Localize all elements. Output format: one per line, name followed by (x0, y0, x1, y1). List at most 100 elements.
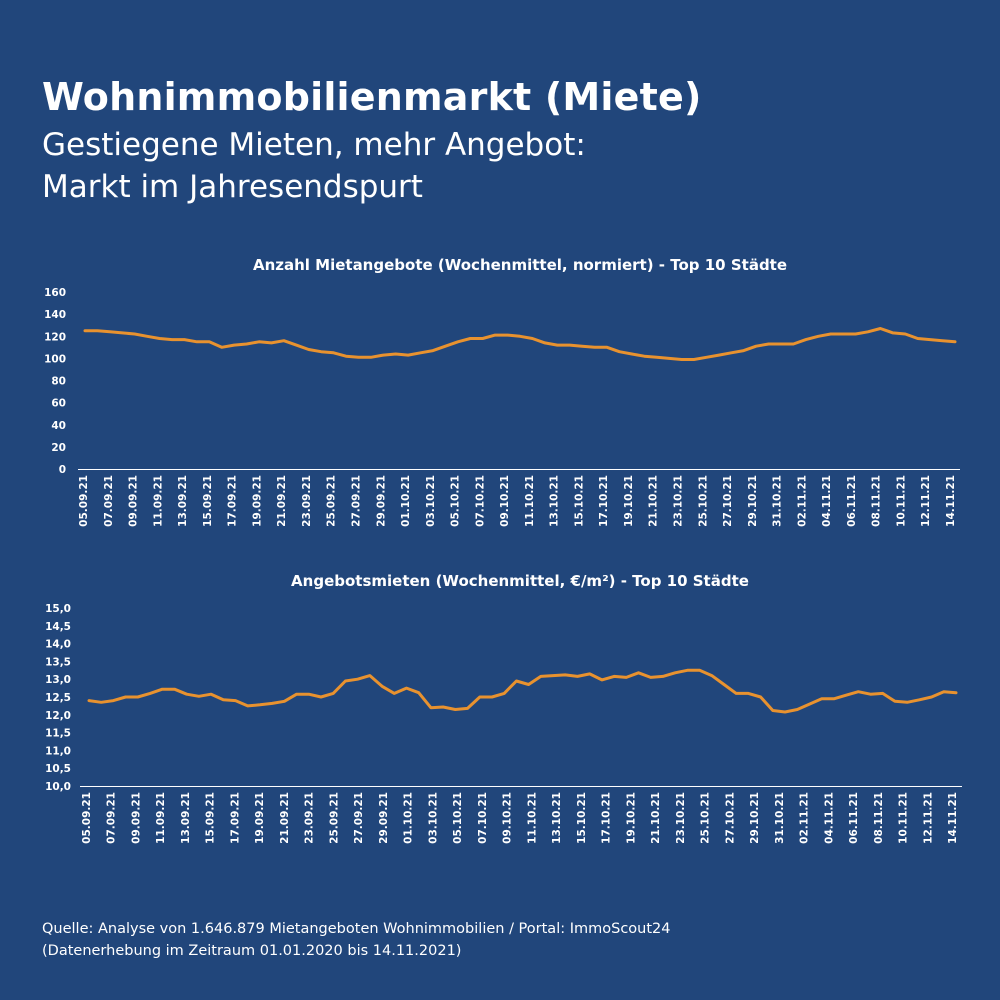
offers-x-tick-label: 11.09.21 (152, 475, 164, 527)
offers-x-tick-label: 07.09.21 (103, 475, 115, 527)
rents-x-tick-label: 23.09.21 (304, 792, 316, 844)
rents-x-tick-label: 04.11.21 (823, 792, 835, 844)
rents-x-tick-label: 25.09.21 (328, 792, 340, 844)
rents-x-tick-label: 11.09.21 (155, 792, 167, 844)
rents-x-tick-label: 06.11.21 (848, 792, 860, 844)
rents-x-tick-label: 09.09.21 (130, 792, 142, 844)
offers-x-tick-label: 10.11.21 (895, 475, 907, 527)
page-title: Wohnimmobilienmarkt (Miete) (42, 75, 702, 119)
offers-y-tick-label: 20 (51, 442, 66, 454)
offers-x-tick-label: 08.11.21 (871, 475, 883, 527)
rents-x-tick-label: 19.09.21 (254, 792, 266, 844)
rents-y-tick-label: 10,5 (45, 763, 71, 775)
rents-x-tick-label: 14.11.21 (947, 792, 959, 844)
rents-y-tick-label: 15,0 (45, 603, 71, 615)
offers-x-tick-label: 12.11.21 (920, 475, 932, 527)
rents-x-tick-label: 23.10.21 (675, 792, 687, 844)
rents-x-tick-label: 29.10.21 (749, 792, 761, 844)
rents-y-tick-label: 11,5 (45, 728, 71, 740)
rents-x-tick-label: 31.10.21 (774, 792, 786, 844)
offers-x-tick-label: 29.09.21 (375, 475, 387, 527)
rents-line-chart: 10,0 10,5 11,0 11,5 12,0 12,5 13,0 13,5 14,0 14,5… (45, 603, 962, 844)
rents-y-tick-label: 10,0 (45, 781, 71, 793)
offers-x-tick-label: 13.09.21 (177, 475, 189, 527)
rents-y-tick-label: 13,5 (45, 656, 71, 668)
rents-x-tick-label: 03.10.21 (427, 792, 439, 844)
offers-x-tick-label: 14.11.21 (945, 475, 957, 527)
rents-x-tick-label: 27.10.21 (724, 792, 736, 844)
offers-x-tick-label: 21.10.21 (648, 475, 660, 527)
offers-y-tick-label: 0 (59, 464, 66, 476)
rents-y-tick-label: 13,0 (45, 674, 71, 686)
rents-x-tick-label: 25.10.21 (700, 792, 712, 844)
offers-y-tick-label: 60 (51, 398, 66, 410)
offers-x-tick-label: 25.09.21 (326, 475, 338, 527)
rents-x-tick-label: 15.10.21 (576, 792, 588, 844)
offers-x-tick-label: 04.11.21 (821, 475, 833, 527)
offers-y-tick-label: 80 (51, 376, 66, 388)
offers-x-tick-label: 05.10.21 (450, 475, 462, 527)
rents-x-tick-label: 07.09.21 (106, 792, 118, 844)
rents-y-tick-label: 12,0 (45, 710, 71, 722)
rents-x-tick-label: 07.10.21 (477, 792, 489, 844)
subtitle-line-1: Gestiegene Mieten, mehr Angebot: (42, 127, 586, 163)
rents-x-tick-label: 09.10.21 (502, 792, 514, 844)
offers-x-tick-label: 31.10.21 (772, 475, 784, 527)
offers-x-tick-label: 25.10.21 (697, 475, 709, 527)
offers-x-tick-label: 05.09.21 (78, 475, 90, 527)
source-note: Quelle: Analyse von 1.646.879 Mietangebo… (42, 921, 671, 937)
offers-x-tick-label: 03.10.21 (425, 475, 437, 527)
offers-x-tick-label: 23.10.21 (673, 475, 685, 527)
rents-x-tick-label: 21.09.21 (279, 792, 291, 844)
rents-x-tick-label: 08.11.21 (873, 792, 885, 844)
offers-y-tick-label: 100 (44, 353, 66, 365)
offers-y-tick-label: 160 (44, 287, 66, 299)
offers-x-tick-label: 13.10.21 (549, 475, 561, 527)
offers-x-tick-label: 01.10.21 (400, 475, 412, 527)
rents-x-tick-label: 02.11.21 (799, 792, 811, 844)
rents-x-tick-label: 27.09.21 (353, 792, 365, 844)
offers-x-tick-label: 15.09.21 (202, 475, 214, 527)
rents-x-tick-label: 01.10.21 (403, 792, 415, 844)
offers-y-tick-label: 120 (44, 331, 66, 343)
offers-x-tick-label: 23.09.21 (301, 475, 313, 527)
offers-x-tick-label: 21.09.21 (276, 475, 288, 527)
offers-x-tick-label: 07.10.21 (474, 475, 486, 527)
offers-x-tick-label: 17.09.21 (227, 475, 239, 527)
subtitle-line-2: Markt im Jahresendspurt (42, 169, 423, 205)
rents-x-tick-label: 12.11.21 (922, 792, 934, 844)
offers-x-tick-label: 27.10.21 (722, 475, 734, 527)
rents-x-tick-label: 21.10.21 (650, 792, 662, 844)
rents-x-tick-label: 17.09.21 (229, 792, 241, 844)
offers-y-tick-label: 140 (44, 309, 66, 321)
offers-x-tick-label: 11.10.21 (524, 475, 536, 527)
offers-series-line (83, 327, 957, 361)
chart-title-rents: Angebotsmieten (Wochenmittel, €/m²) - To… (291, 572, 749, 590)
rents-y-tick-label: 11,0 (45, 745, 71, 757)
offers-x-tick-label: 06.11.21 (846, 475, 858, 527)
offers-x-tick-label: 19.10.21 (623, 475, 635, 527)
offers-x-tick-label: 19.09.21 (251, 475, 263, 527)
rents-x-tick-label: 19.10.21 (625, 792, 637, 844)
rents-x-tick-label: 29.09.21 (378, 792, 390, 844)
offers-x-tick-label: 29.10.21 (747, 475, 759, 527)
chart-title-offers: Anzahl Mietangebote (Wochenmittel, normi… (252, 256, 788, 274)
offers-x-tick-label: 15.10.21 (573, 475, 585, 527)
offers-x-tick-label: 09.09.21 (128, 475, 140, 527)
rents-x-tick-label: 15.09.21 (205, 792, 217, 844)
offers-x-tick-label: 09.10.21 (499, 475, 511, 527)
rents-x-tick-label: 17.10.21 (601, 792, 613, 844)
rents-y-tick-label: 14,0 (45, 639, 71, 651)
rents-y-tick-label: 12,5 (45, 692, 71, 704)
rents-x-tick-label: 13.09.21 (180, 792, 192, 844)
rents-y-tick-label: 14,5 (45, 621, 71, 633)
rents-x-tick-label: 10.11.21 (898, 792, 910, 844)
offers-x-tick-label: 02.11.21 (796, 475, 808, 527)
rents-series-line (87, 668, 958, 714)
offers-line-chart: 0 20 40 60 80 100 120 140 160 05.09.21 07.09.21 09.… (44, 287, 960, 527)
offers-x-tick-label: 27.09.21 (350, 475, 362, 527)
collection-period-note: (Datenerhebung im Zeitraum 01.01.2020 bi… (42, 943, 462, 959)
offers-x-tick-label: 17.10.21 (598, 475, 610, 527)
rents-x-tick-label: 05.09.21 (81, 792, 93, 844)
rents-x-tick-label: 05.10.21 (452, 792, 464, 844)
